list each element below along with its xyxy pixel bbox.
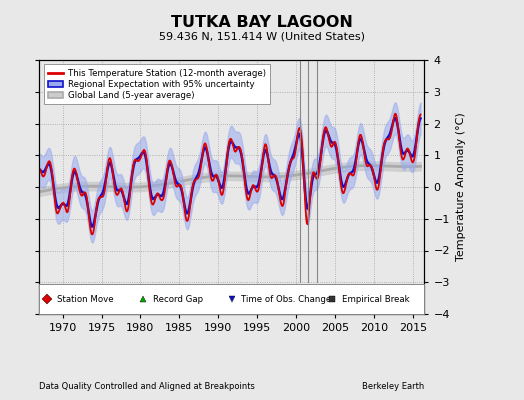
Text: Data Quality Controlled and Aligned at Breakpoints: Data Quality Controlled and Aligned at B… <box>39 382 255 391</box>
Text: Record Gap: Record Gap <box>153 294 203 304</box>
Text: Station Move: Station Move <box>57 294 113 304</box>
Legend: This Temperature Station (12-month average), Regional Expectation with 95% uncer: This Temperature Station (12-month avera… <box>43 64 270 104</box>
Text: Empirical Break: Empirical Break <box>342 294 409 304</box>
Text: Time of Obs. Change: Time of Obs. Change <box>242 294 332 304</box>
Text: Berkeley Earth: Berkeley Earth <box>362 382 424 391</box>
Text: TUTKA BAY LAGOON: TUTKA BAY LAGOON <box>171 15 353 30</box>
Text: 59.436 N, 151.414 W (United States): 59.436 N, 151.414 W (United States) <box>159 31 365 41</box>
Y-axis label: Temperature Anomaly (°C): Temperature Anomaly (°C) <box>455 113 465 261</box>
